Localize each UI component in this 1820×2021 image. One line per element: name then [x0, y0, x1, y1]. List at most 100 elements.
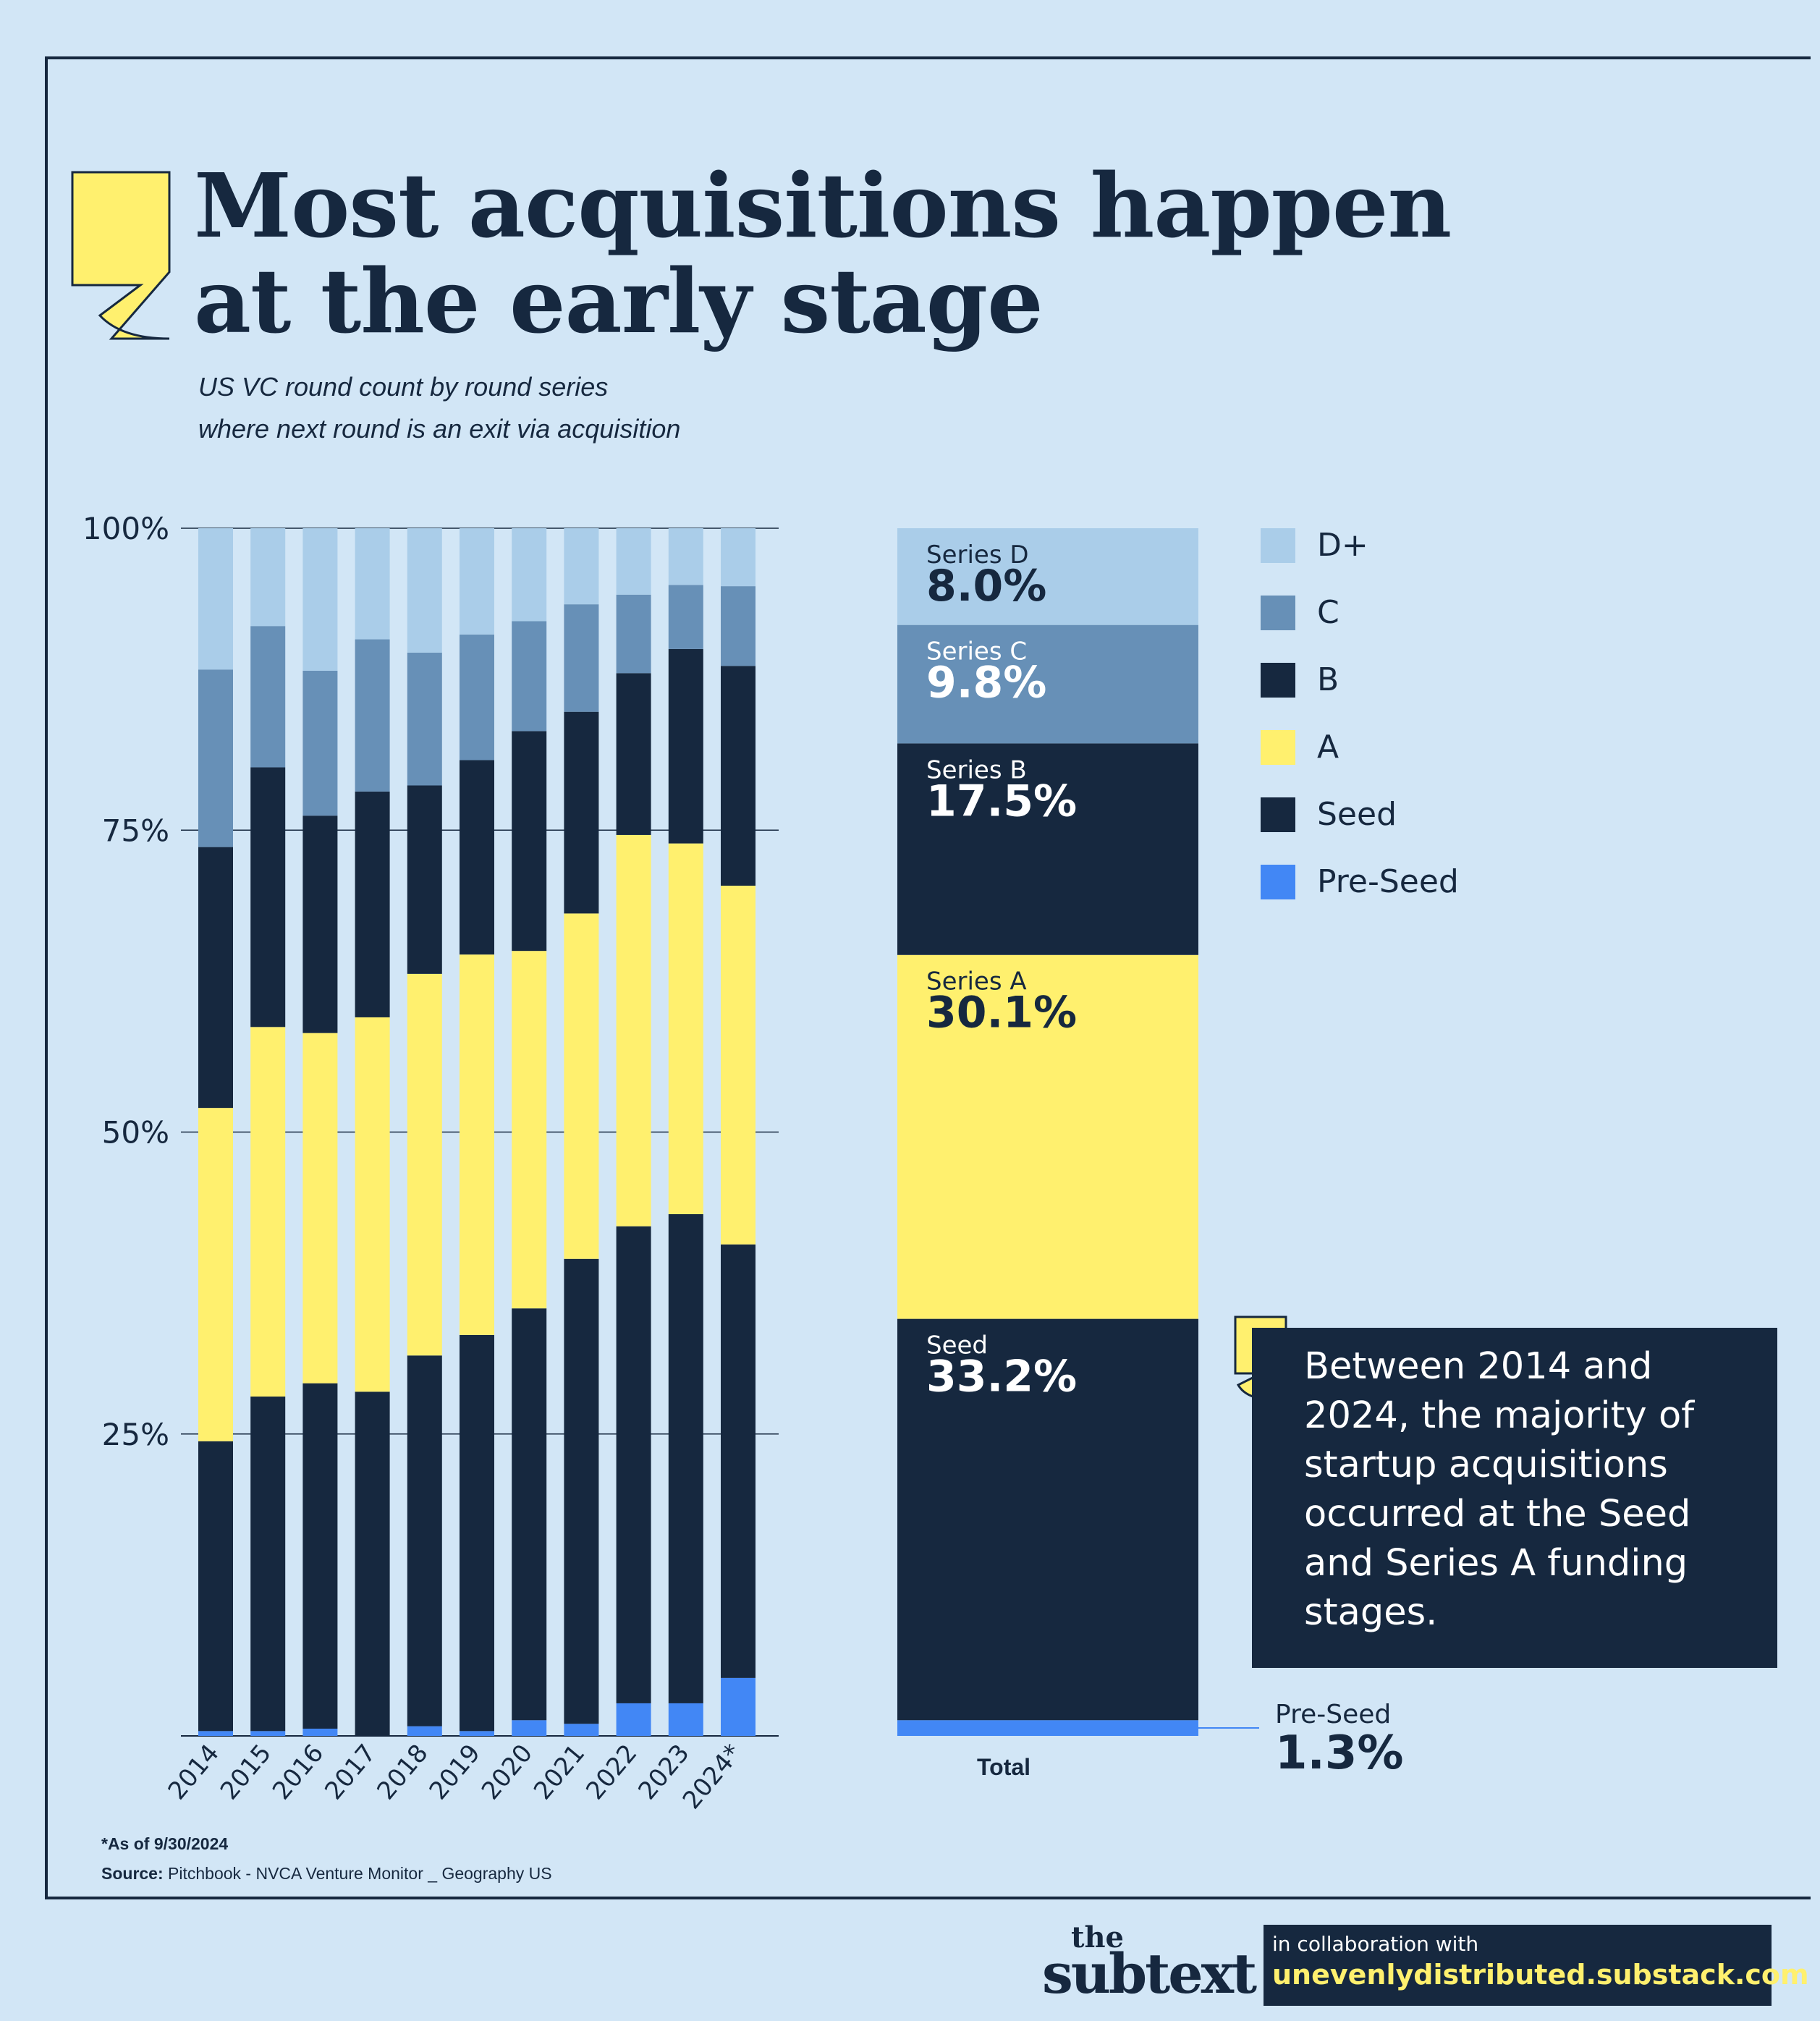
- source-label: Source:: [101, 1864, 164, 1883]
- collab-badge: in collaboration with unevenlydistribute…: [1264, 1925, 1809, 2006]
- x-tick-label: 2020: [476, 1739, 538, 1805]
- bar-2018-seed: [407, 1355, 442, 1726]
- legend-label: D+: [1317, 527, 1368, 564]
- total-segment-value: 33.2%: [926, 1352, 1077, 1402]
- total-bar: [897, 528, 1198, 1736]
- legend-label: A: [1317, 729, 1339, 766]
- subtitle-line-2: where next round is an exit via acquisit…: [198, 414, 681, 444]
- yearly-bars: [198, 528, 755, 1736]
- bar-2014-b: [198, 847, 233, 1109]
- bar-2018-b: [407, 785, 442, 974]
- collab-url[interactable]: unevenlydistributed.substack.com: [1272, 1959, 1809, 1991]
- bar-2021-b: [564, 711, 599, 914]
- preseed-total-value: 1.3%: [1275, 1726, 1404, 1780]
- bar-2020-pre-seed: [512, 1720, 547, 1736]
- legend-swatch: [1261, 865, 1295, 899]
- bar-2016-a: [302, 1033, 338, 1384]
- legend-label: B: [1317, 661, 1339, 698]
- brand-the: the: [1071, 1920, 1125, 1954]
- bar-2022-d: [616, 528, 651, 595]
- total-segment-value: 17.5%: [926, 776, 1077, 826]
- total-segment-c: [897, 624, 1198, 744]
- bar-2022-pre-seed: [616, 1703, 651, 1736]
- total-segment-value: 8.0%: [926, 561, 1046, 611]
- bar-2023-a: [668, 843, 703, 1214]
- total-segment-name: Series A: [926, 967, 1027, 996]
- bar-2015-seed: [250, 1397, 286, 1732]
- legend-swatch: [1261, 663, 1295, 698]
- bar-2015-a: [250, 1027, 286, 1397]
- bar-2024-b: [721, 666, 755, 886]
- legend-swatch: [1261, 528, 1295, 563]
- bar-2015-pre-seed: [250, 1731, 286, 1736]
- x-tick-label: 2015: [215, 1739, 277, 1805]
- title-line-2: at the early stage: [194, 249, 1044, 353]
- bar-2020-c: [512, 621, 547, 732]
- x-axis-ticks: 2014201520162017201820192020202120222023…: [163, 1739, 748, 1815]
- total-segment-name: Series C: [926, 637, 1027, 666]
- total-segment-pre-seed: [897, 1720, 1198, 1736]
- total-segment-name: Seed: [926, 1331, 988, 1360]
- x-tick-label: 2021: [528, 1739, 591, 1805]
- legend-label: Pre-Seed: [1317, 863, 1459, 900]
- legend-swatch: [1261, 596, 1295, 630]
- total-segment-name: Series B: [926, 755, 1027, 784]
- bar-2020-d: [512, 528, 547, 622]
- bar-2022-a: [616, 834, 651, 1226]
- bar-2015-d: [250, 528, 286, 627]
- x-tick-label: 2019: [424, 1739, 486, 1805]
- total-segment-a: [897, 954, 1198, 1319]
- footnote-asof: *As of 9/30/2024: [101, 1834, 229, 1853]
- preseed-total-label: Pre-Seed 1.3%: [1275, 1700, 1404, 1780]
- bar-2019-pre-seed: [460, 1731, 494, 1736]
- bar-2021-seed: [564, 1258, 599, 1724]
- bar-2014-d: [198, 528, 233, 670]
- collab-text: in collaboration with: [1272, 1932, 1479, 1956]
- bar-2022-seed: [616, 1226, 651, 1703]
- bar-2016-seed: [302, 1383, 338, 1729]
- bar-2019-b: [460, 760, 494, 955]
- bar-2018-c: [407, 652, 442, 786]
- total-segment-value: 9.8%: [926, 658, 1046, 708]
- bar-2024-a: [721, 886, 755, 1245]
- x-tick-label: 2017: [319, 1739, 381, 1805]
- source-text: Pitchbook - NVCA Venture Monitor _ Geogr…: [168, 1864, 552, 1883]
- bar-2014-seed: [198, 1441, 233, 1732]
- bar-2023-c: [668, 585, 703, 649]
- bar-2019-seed: [460, 1334, 494, 1732]
- bar-2021-pre-seed: [564, 1724, 599, 1736]
- bar-2015-c: [250, 626, 286, 768]
- x-tick-label: 2024*: [677, 1739, 748, 1815]
- bar-2022-c: [616, 594, 651, 674]
- bar-2017-c: [355, 639, 390, 792]
- bar-2019-d: [460, 528, 494, 635]
- bar-2014-c: [198, 669, 233, 847]
- bar-2023-seed: [668, 1213, 703, 1703]
- bar-2023-b: [668, 648, 703, 844]
- bar-2016-c: [302, 670, 338, 816]
- total-segment-seed: [897, 1318, 1198, 1721]
- title-line-1: Most acquisitions happen: [194, 153, 1452, 258]
- total-segment-b: [897, 743, 1198, 955]
- bar-2020-seed: [512, 1308, 547, 1721]
- bar-2016-b: [302, 815, 338, 1033]
- brand-name: subtext: [1042, 1941, 1257, 2006]
- y-tick-label: 50%: [102, 1115, 169, 1151]
- legend-label: Seed: [1317, 796, 1397, 833]
- legend-swatch: [1261, 797, 1295, 832]
- y-tick-label: 75%: [102, 813, 169, 848]
- bar-2016-d: [302, 528, 338, 671]
- bar-2015-b: [250, 767, 286, 1028]
- total-segment-name: Series D: [926, 541, 1029, 569]
- bar-2024-pre-seed: [721, 1677, 755, 1736]
- bar-2017-a: [355, 1017, 390, 1392]
- bar-2018-a: [407, 973, 442, 1356]
- bar-2024-c: [721, 586, 755, 666]
- subtitle-line-1: US VC round count by round series: [198, 372, 609, 402]
- bar-2024-seed: [721, 1244, 755, 1678]
- x-tick-label: 2014: [163, 1739, 225, 1805]
- bar-2022-b: [616, 673, 651, 835]
- bar-2024-d: [721, 528, 755, 587]
